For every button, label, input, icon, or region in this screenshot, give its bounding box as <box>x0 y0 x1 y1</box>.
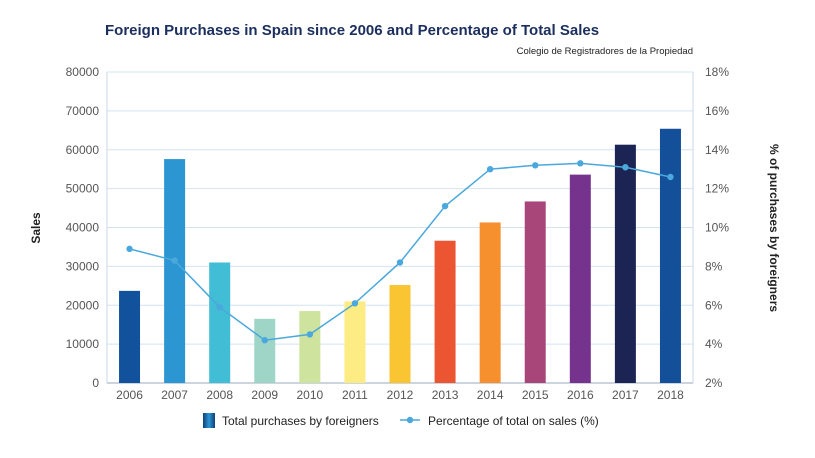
line-point <box>171 257 178 264</box>
bar <box>614 144 636 383</box>
line-point <box>622 164 629 171</box>
line-point <box>532 162 539 169</box>
chart-title: Foreign Purchases in Spain since 2006 an… <box>105 22 600 39</box>
bar <box>389 285 411 383</box>
y2-tick-label: 6% <box>705 298 723 312</box>
legend-label-bars: Total purchases by foreigners <box>222 414 379 428</box>
y-tick-label: 80000 <box>66 65 100 79</box>
y-tick-label: 40000 <box>66 221 100 235</box>
line-point <box>261 337 268 344</box>
bar <box>659 128 681 383</box>
legend: Total purchases by foreigners Percentage… <box>203 413 599 428</box>
x-tick-label: 2012 <box>387 388 414 402</box>
line-point <box>396 259 404 266</box>
line-point <box>486 165 494 173</box>
line-point <box>667 173 674 181</box>
y2-tick-label: 8% <box>705 259 723 273</box>
line-point <box>441 202 449 210</box>
bar <box>164 159 186 383</box>
y-axis-label: Sales <box>29 212 43 244</box>
x-axis-ticks: 2006 2007 2008 2009 2010 2011 2012 2013 2014 2015… <box>116 388 684 402</box>
bar <box>299 311 321 383</box>
y2-tick-label: 2% <box>705 376 723 390</box>
y2-axis-label: % of purchases by foreigners <box>767 144 781 312</box>
bar <box>119 290 141 383</box>
line-point <box>216 303 223 311</box>
y-tick-label: 30000 <box>66 259 100 273</box>
line-point <box>306 331 314 338</box>
x-tick-label: 2018 <box>657 388 684 402</box>
bar <box>479 222 501 383</box>
chart-source: Colegio de Registradores de la Propiedad <box>516 46 693 57</box>
x-tick-label: 2010 <box>296 388 323 402</box>
legend-line-marker <box>406 416 414 424</box>
x-tick-label: 2015 <box>522 388 549 402</box>
x-tick-label: 2016 <box>567 388 594 402</box>
bar <box>209 262 231 383</box>
x-tick-label: 2017 <box>612 388 639 402</box>
x-tick-label: 2006 <box>116 388 143 402</box>
bar <box>254 318 276 383</box>
y2-tick-label: 18% <box>705 65 729 79</box>
x-tick-label: 2013 <box>432 388 459 402</box>
line-point <box>577 160 584 167</box>
x-tick-label: 2008 <box>206 388 233 402</box>
right-axis-ticks: 2% 4% 6% 8% 10% 12% 14% 16% 18% <box>705 65 729 390</box>
y2-tick-label: 12% <box>705 182 729 196</box>
line-point <box>126 245 133 253</box>
y-tick-label: 20000 <box>66 298 100 312</box>
bar <box>434 240 456 383</box>
y2-tick-label: 16% <box>705 104 729 118</box>
x-tick-label: 2014 <box>477 388 504 402</box>
x-tick-label: 2009 <box>251 388 278 402</box>
y-tick-label: 50000 <box>66 182 100 196</box>
bar-series <box>119 128 681 383</box>
legend-bar-swatch <box>203 413 215 428</box>
y-tick-label: 10000 <box>66 337 100 351</box>
bar <box>344 301 366 383</box>
legend-label-line: Percentage of total on sales (%) <box>428 414 599 428</box>
bar <box>524 201 546 383</box>
y-tick-label: 60000 <box>66 143 100 157</box>
x-tick-label: 2007 <box>161 388 188 402</box>
x-tick-label: 2011 <box>342 388 368 402</box>
y2-tick-label: 4% <box>705 337 723 351</box>
line-point <box>351 300 359 307</box>
y2-tick-label: 10% <box>705 221 729 235</box>
y2-tick-label: 14% <box>705 143 729 157</box>
y-tick-label: 70000 <box>66 104 100 118</box>
left-axis-ticks: 0 10000 20000 30000 40000 50000 60000 70000 8000… <box>66 65 100 390</box>
y-tick-label: 0 <box>92 376 99 390</box>
line-series <box>126 160 674 344</box>
bar <box>569 174 591 383</box>
